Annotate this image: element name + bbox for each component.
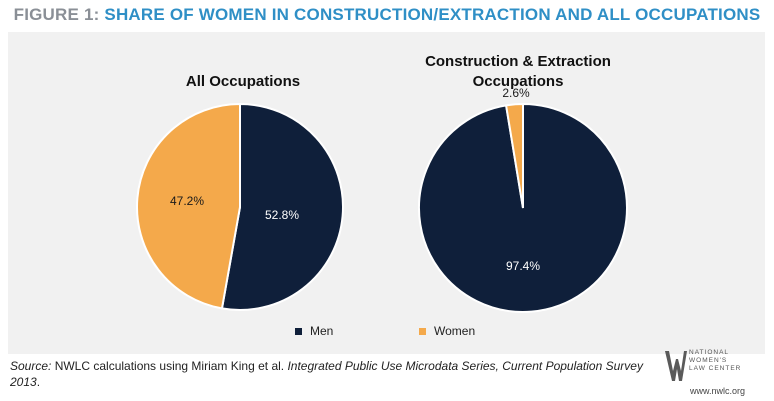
chart-title-line-2: Occupations	[472, 73, 564, 90]
figure-title-lead: FIGURE 1:	[13, 5, 105, 24]
pie-charts: 52.8% 47.2% 97.4% 2.6%	[136, 86, 628, 313]
source-label: Source:	[10, 359, 52, 373]
logo-line-3: LAW CENTER	[689, 365, 742, 372]
logo-line-1: NATIONAL	[689, 349, 730, 356]
chart-panel: All Occupations Construction & Extractio…	[8, 32, 765, 354]
nwlc-logo-mark	[665, 351, 687, 381]
pie-1-label-men: 52.8%	[265, 208, 299, 222]
legend-men: Men	[295, 324, 333, 338]
legend-women-label: Women	[434, 324, 476, 338]
legend-women: Women	[419, 324, 475, 338]
pie-1-slice-women	[136, 102, 241, 310]
source-note: Source: NWLC calculations using Miriam K…	[10, 358, 650, 390]
pie-2-label-men: 97.4%	[506, 259, 540, 273]
legend-men-label: Men	[310, 324, 334, 338]
nwlc-logo-text: NATIONAL WOMEN'S LAW CENTER	[689, 349, 769, 373]
source-text-1: NWLC calculations using Miriam King et a…	[51, 359, 288, 373]
figure-title-text: SHARE OF WOMEN IN CONSTRUCTION/EXTRACTIO…	[104, 5, 761, 24]
legend-women-swatch	[419, 327, 426, 335]
figure-title: FIGURE 1: SHARE OF WOMEN IN CONSTRUCTION…	[0, 5, 774, 25]
legend-men-swatch	[295, 327, 302, 335]
pie-2-label-women: 2.6%	[502, 86, 530, 100]
source-italic: Integrated Public Use Microdata Series, …	[10, 359, 643, 389]
pie-1-slice-men	[220, 102, 344, 311]
nwlc-logo: NATIONAL WOMEN'S LAW CENTER www.nwlc.org	[664, 349, 770, 399]
logo-line-2: WOMEN'S	[689, 357, 728, 364]
nwlc-url: www.nwlc.org	[690, 386, 746, 396]
chart-title-all-occupations: All Occupations	[185, 73, 301, 90]
source-text-2: .	[36, 375, 41, 389]
pie-1-label-women: 47.2%	[170, 194, 204, 208]
chart-title-line-1: Construction & Extraction	[425, 53, 611, 70]
chart-title-construction: Construction & Extraction Occupations	[403, 52, 633, 92]
pie-2-slice-women	[504, 102, 524, 209]
